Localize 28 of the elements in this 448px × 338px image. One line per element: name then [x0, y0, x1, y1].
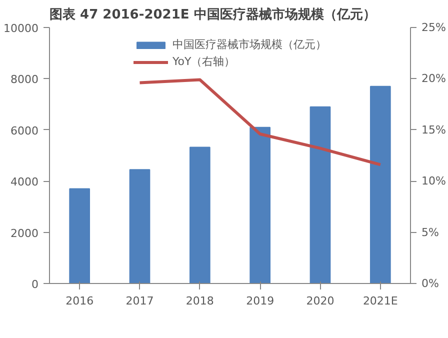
bar [69, 188, 90, 284]
legend-label: 中国医疗器械市场规模（亿元） [172, 37, 326, 52]
bar [310, 106, 331, 284]
x-tick-label: 2018 [186, 294, 214, 308]
bar [189, 146, 210, 284]
x-tick-label: 2019 [246, 294, 274, 308]
y2-tick-label: 15% [422, 123, 446, 136]
line-series [138, 78, 382, 166]
y2-tick-label: 0% [422, 277, 439, 290]
y-tick-label: 10000 [4, 22, 39, 35]
y2-tick-label: 20% [422, 72, 446, 86]
chart-title: 图表 47 2016-2021E 中国医疗器械市场规模（亿元） [50, 6, 376, 22]
y2-tick-label: 10% [422, 174, 446, 188]
y-tick-label: 2000 [10, 226, 39, 240]
x-tick-label: 2016 [66, 294, 94, 308]
bar [370, 86, 391, 284]
y2-tick-label: 25% [422, 21, 446, 34]
bar [129, 169, 150, 284]
x-tick-label: 2020 [306, 294, 334, 308]
legend-label: YoY（右轴） [172, 54, 236, 69]
y-tick-label: 6000 [10, 124, 39, 138]
y-tick-label: 4000 [10, 176, 39, 189]
y-tick-label: 8000 [10, 73, 39, 86]
x-tick-label: 2017 [126, 294, 154, 308]
bar [250, 126, 271, 284]
y-tick-label: 0 [32, 278, 38, 291]
y2-tick-label: 5% [422, 226, 439, 239]
x-tick-label: 2021E [362, 294, 398, 308]
